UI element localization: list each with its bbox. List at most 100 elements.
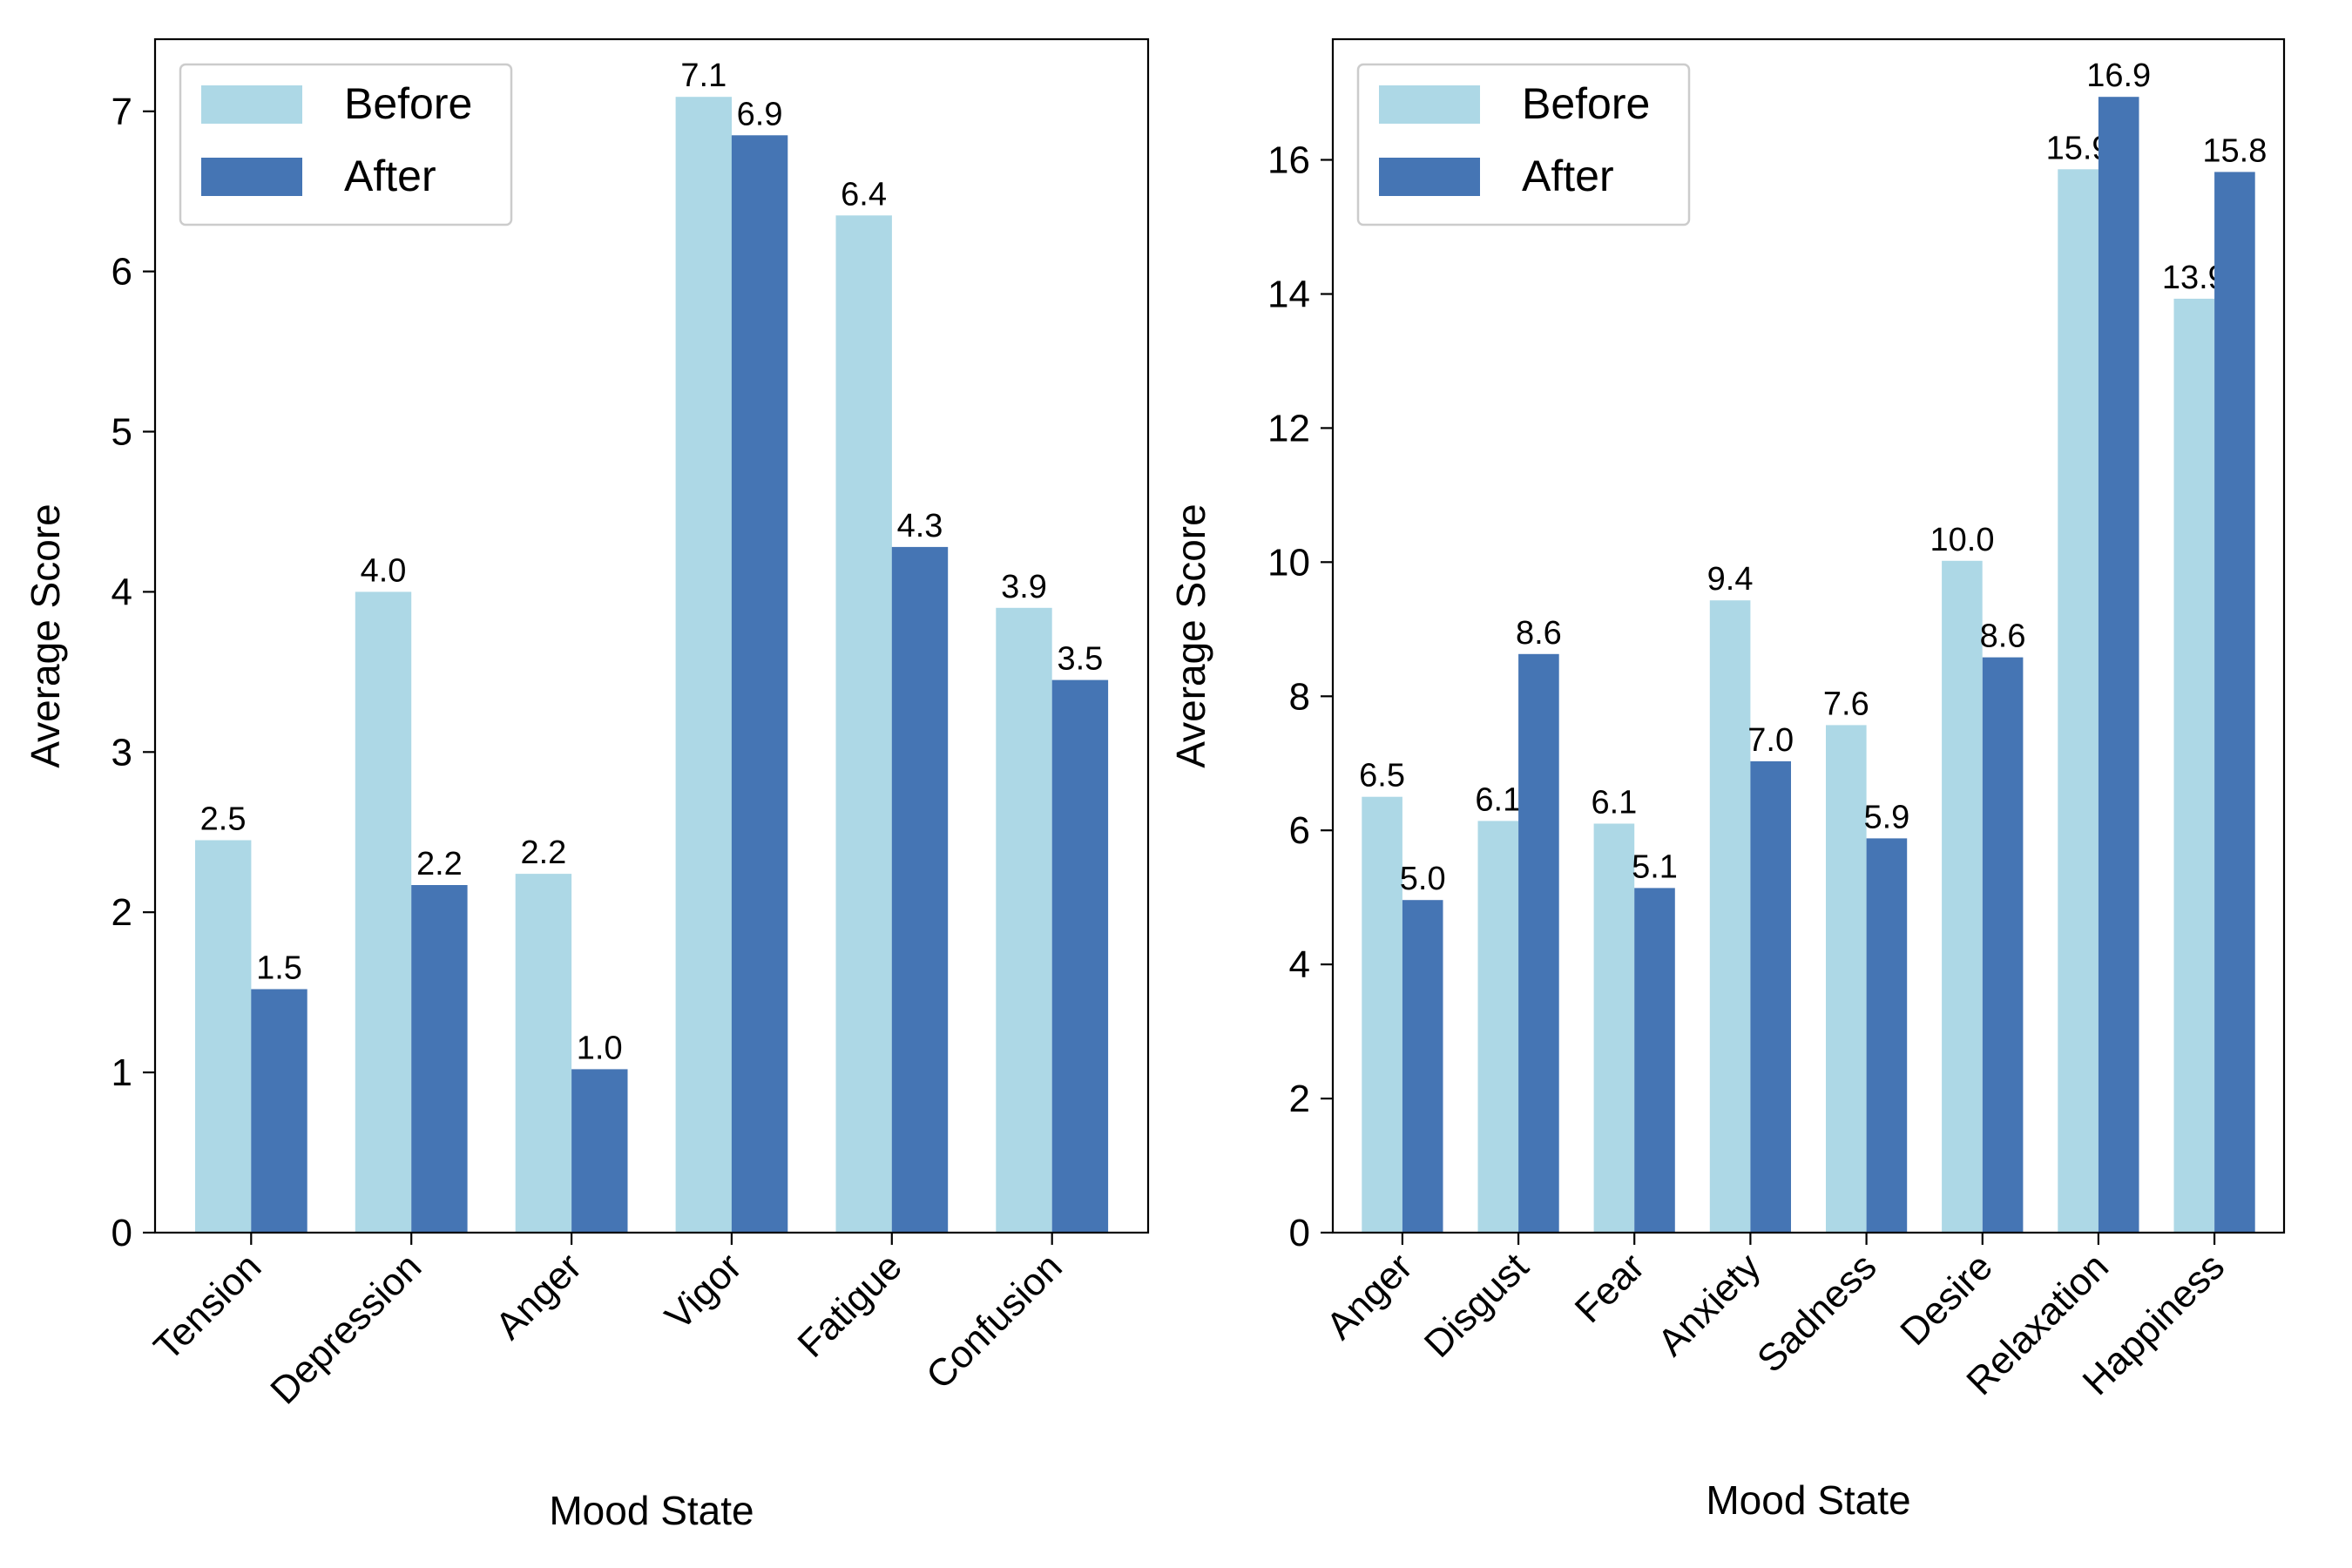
data-label-before: 7.6 [1823, 686, 1869, 722]
bar-after [1051, 679, 1109, 1233]
bar-before [1826, 725, 1867, 1233]
legend-swatch-before [201, 85, 302, 124]
legend-label-before: Before [1522, 79, 1650, 128]
bar-after [1866, 838, 1908, 1233]
bar-after [731, 135, 788, 1233]
x-tick-label: Anger [1318, 1245, 1421, 1348]
bar-after [1634, 888, 1675, 1233]
legend-label-after: After [344, 152, 436, 200]
y-tick-label: 2 [112, 891, 132, 934]
legend-swatch-after [201, 158, 302, 196]
y-tick-label: 6 [112, 251, 132, 294]
data-label-before: 6.1 [1591, 785, 1637, 821]
y-tick-label: 0 [1289, 1212, 1310, 1254]
data-label-after: 5.9 [1863, 799, 1909, 835]
right-chart-panel: 6.56.1 6.19.47.610.015.913.95.08.65.17.05… [1168, 37, 2286, 1523]
bar-after [411, 885, 468, 1233]
y-tick-label: 2 [1289, 1078, 1310, 1120]
y-tick-label: 3 [112, 731, 132, 774]
bar-before [355, 591, 412, 1233]
bar-before [996, 607, 1052, 1233]
bar-after [2214, 172, 2255, 1233]
x-axis-title: Mood State [1706, 1477, 1910, 1523]
bar-before [1709, 600, 1751, 1233]
y-tick-label: 6 [1289, 809, 1310, 852]
legend-label-before: Before [344, 79, 472, 128]
bar-before [195, 840, 252, 1233]
data-label-after: 8.6 [1516, 615, 1562, 652]
data-label-after: 4.3 [897, 508, 943, 544]
bar-before [515, 874, 572, 1233]
bar-after [2098, 97, 2139, 1233]
data-label-before: 7.1 [680, 57, 727, 94]
data-label-after: 6.9 [737, 96, 783, 132]
y-tick-label: 14 [1267, 274, 1310, 316]
x-tick-label: Fear [1567, 1245, 1653, 1331]
y-tick-label: 7 [112, 91, 132, 133]
x-tick-label: Disgust [1416, 1245, 1537, 1365]
bar-before [1593, 823, 1635, 1233]
bar-before [2173, 298, 2215, 1233]
bar-before [675, 97, 732, 1233]
data-label-after: 1.5 [256, 950, 302, 987]
data-label-before: 6.4 [841, 176, 887, 213]
y-tick-label: 4 [112, 571, 132, 613]
data-label-before: 3.9 [1001, 569, 1047, 605]
x-tick-label: Vigor [657, 1245, 750, 1338]
y-tick-label: 1 [112, 1051, 132, 1094]
y-tick-label: 10 [1267, 541, 1310, 584]
y-tick-label: 16 [1267, 139, 1310, 182]
data-label-before: 2.5 [200, 801, 247, 838]
data-label-before: 6.5 [1359, 758, 1405, 794]
plot-frame [153, 37, 1150, 1234]
bar-before [1942, 560, 1983, 1233]
bar-before [2058, 169, 2099, 1233]
data-label-before: 2.2 [520, 835, 566, 871]
bar-before [1477, 821, 1519, 1233]
y-axis-title: Average Score [23, 504, 68, 767]
bar-before [835, 215, 892, 1233]
x-tick-label: Sadness [1749, 1245, 1885, 1381]
legend-label-after: After [1522, 152, 1614, 200]
legend-swatch-before [1379, 85, 1480, 124]
y-tick-label: 5 [112, 411, 132, 454]
data-label-after: 3.5 [1057, 641, 1103, 678]
data-label-before: 10.0 [1930, 522, 1995, 558]
bar-before [1362, 796, 1402, 1233]
x-tick-label: Depression [262, 1245, 429, 1412]
data-label-before: 6.1 [1475, 781, 1521, 818]
bar-after [891, 546, 949, 1233]
data-label-after: 7.0 [1747, 722, 1794, 759]
x-tick-label: Confusion [918, 1245, 1071, 1397]
y-tick-label: 8 [1289, 675, 1310, 718]
x-tick-label: Fatigue [789, 1245, 909, 1365]
data-label-after: 5.0 [1400, 861, 1446, 897]
data-label-after: 5.1 [1632, 848, 1678, 885]
data-label-after: 16.9 [2086, 57, 2151, 94]
left-chart-panel: 2.5 4.0 2.2 7.1 6.4 3.9 1.5 2.2 1.0 6.9 4.3 3.5 0 1 2 3… [23, 37, 1150, 1533]
y-axis-title: Average Score [1168, 504, 1213, 767]
bar-after [571, 1069, 628, 1233]
bar-after [1750, 760, 1791, 1233]
data-label-after: 1.0 [577, 1030, 623, 1066]
y-tick-label: 4 [1289, 943, 1310, 986]
bar-after [1518, 653, 1559, 1233]
y-tick-label: 0 [112, 1212, 132, 1254]
bar-after [1982, 657, 2024, 1233]
x-tick-label: Desire [1892, 1245, 2001, 1354]
data-label-before: 4.0 [361, 552, 407, 589]
plot-frame [1331, 37, 2286, 1234]
data-label-before: 9.4 [1707, 561, 1754, 598]
data-label-after: 8.6 [1980, 618, 2026, 655]
legend-swatch-after [1379, 158, 1480, 196]
data-label-after: 2.2 [416, 846, 463, 882]
x-axis-title: Mood State [549, 1488, 754, 1533]
y-tick-label: 12 [1267, 407, 1310, 449]
x-tick-label: Anger [487, 1245, 590, 1348]
data-label-after: 15.8 [2202, 132, 2267, 169]
bar-after [1402, 900, 1443, 1233]
bar-after [251, 989, 308, 1233]
x-tick-label: Anxiety [1650, 1245, 1769, 1364]
x-tick-label: Tension [145, 1245, 269, 1369]
